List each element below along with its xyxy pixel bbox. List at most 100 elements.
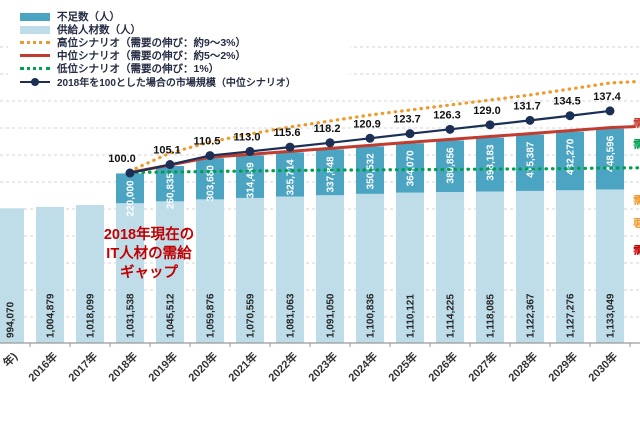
clipped-right-label: 需 — [633, 117, 640, 128]
index-value-label: 134.5 — [553, 96, 581, 108]
index-line-marker-icon — [20, 77, 50, 86]
index-value-label: 115.6 — [274, 127, 301, 139]
bar-supply — [436, 192, 464, 343]
bar-supply — [76, 205, 104, 343]
index-line-marker — [525, 115, 535, 125]
low-scenario-line-icon — [20, 67, 50, 70]
index-line-marker — [125, 168, 135, 178]
bar-supply — [116, 203, 144, 343]
legend-item-mid-scenario: 中位シナリオ（需要の伸び：約5～2%） — [20, 49, 350, 62]
bar-shortage — [276, 152, 304, 197]
bar-shortage — [196, 158, 224, 200]
index-line-marker — [245, 146, 255, 156]
index-value-label: 100.0 — [108, 153, 136, 165]
shortage-value-label: 415,387 — [526, 141, 537, 178]
bar-supply — [196, 199, 224, 343]
legend-item-shortage: 不足数（人） — [20, 10, 350, 23]
index-value-label: 113.0 — [234, 131, 261, 143]
clipped-right-label: 要 — [633, 217, 640, 228]
legend-item-supply: 供給人材数（人） — [20, 23, 350, 36]
bar-shortage — [516, 134, 544, 191]
index-value-label: 120.9 — [353, 118, 381, 130]
bar-supply — [276, 196, 304, 343]
supply-value-label: 1,070,559 — [246, 293, 257, 338]
year-tick-label: 2025年 — [385, 349, 420, 384]
index-line-marker — [365, 133, 375, 143]
shortage-value-label: 303,680 — [206, 165, 217, 202]
chart-legend: 不足数（人） 供給人材数（人） 高位シナリオ（需要の伸び：約9～3%） 中位シナ… — [8, 6, 350, 90]
mid-scenario-line — [128, 125, 636, 174]
shortage-value-label: 337,848 — [326, 156, 337, 193]
index-value-label: 118.2 — [314, 123, 341, 135]
bar-shortage — [236, 155, 264, 198]
gap-annotation-line: IT人材の需給 — [106, 246, 192, 262]
index-line-marker — [165, 160, 175, 170]
bar-supply — [0, 208, 24, 343]
gap-annotation-line: ギャップ — [120, 265, 178, 281]
legend-item-high-scenario: 高位シナリオ（需要の伸び：約9～3%） — [20, 36, 350, 49]
legend-item-index-line: 2018年を100とした場合の市場規模（中位シナリオ） — [20, 75, 350, 89]
supply-value-label: 1,031,538 — [126, 293, 137, 338]
supply-value-label: 1,110,121 — [406, 294, 417, 338]
supply-value-label: 1,122,367 — [526, 293, 537, 338]
supply-value-label: 1,127,276 — [566, 293, 577, 338]
supply-value-label: 1,114,225 — [446, 294, 457, 338]
year-tick-label: 2026年 — [425, 349, 460, 384]
legend-label: 供給人材数（人） — [57, 24, 141, 36]
legend-label: 不足数（人） — [57, 11, 120, 23]
legend-label: 低位シナリオ（需要の伸び：1%） — [57, 63, 220, 75]
bar-supply — [396, 192, 424, 343]
shortage-value-label: 325,714 — [286, 159, 297, 196]
index-value-label: 131.7 — [513, 100, 541, 112]
index-value-label: 137.4 — [593, 91, 621, 103]
index-line-marker — [405, 129, 415, 139]
year-tick-label: 2020年 — [185, 349, 220, 384]
bar-supply — [596, 189, 624, 343]
year-tick-label: 2029年 — [545, 349, 580, 384]
year-tick-label: 2030年 — [585, 349, 620, 384]
bar-shortage — [316, 149, 344, 196]
supply-value-label: 1,059,876 — [206, 293, 217, 338]
year-tick-label: 2028年 — [505, 349, 540, 384]
year-tick-label: 2027年 — [465, 349, 500, 384]
legend-item-low-scenario: 低位シナリオ（需要の伸び：1%） — [20, 62, 350, 75]
legend-label: 高位シナリオ（需要の伸び：約9～3%） — [57, 37, 247, 49]
shortage-value-label: 448,596 — [606, 135, 617, 172]
bar-supply — [556, 190, 584, 343]
supply-value-label: 1,133,049 — [606, 293, 617, 338]
bar-supply — [236, 197, 264, 343]
index-line-marker — [325, 138, 335, 148]
bar-shortage — [556, 131, 584, 191]
scenario-dotted-line — [128, 79, 640, 173]
index-value-label: 123.7 — [393, 114, 421, 126]
gap-annotation-line: 2018年現在の — [103, 227, 195, 243]
supply-value-label: 1,045,512 — [166, 293, 177, 338]
bar-supply — [36, 206, 64, 343]
year-tick-label: 2018年 — [105, 349, 140, 384]
year-tick-label: 2024年 — [345, 349, 380, 384]
bar-supply — [156, 201, 184, 343]
shortage-value-label: 380,856 — [446, 147, 457, 184]
index-line-marker — [445, 124, 455, 134]
high-scenario-line-icon — [20, 41, 50, 44]
year-tick-label: 2022年 — [265, 349, 300, 384]
shortage-value-label: 398,183 — [486, 144, 497, 181]
year-tick-label: 2019年 — [145, 349, 180, 384]
bar-shortage — [596, 128, 624, 190]
supply-value-label: 994,070 — [6, 301, 17, 338]
bar-shortage — [436, 140, 464, 193]
shortage-swatch-icon — [20, 12, 50, 21]
mid-scenario-line-icon — [20, 54, 50, 57]
bar-shortage — [476, 137, 504, 192]
bar-shortage — [116, 173, 144, 204]
index-value-label: 126.3 — [433, 109, 461, 121]
index-value-label: 129.0 — [473, 105, 501, 117]
supply-swatch-icon — [20, 25, 50, 34]
year-tick-label: 年) — [0, 349, 20, 370]
supply-value-label: 1,091,050 — [326, 293, 337, 338]
index-value-label: 105.1 — [153, 145, 181, 157]
index-line-marker — [205, 151, 215, 161]
bar-supply — [356, 193, 384, 343]
